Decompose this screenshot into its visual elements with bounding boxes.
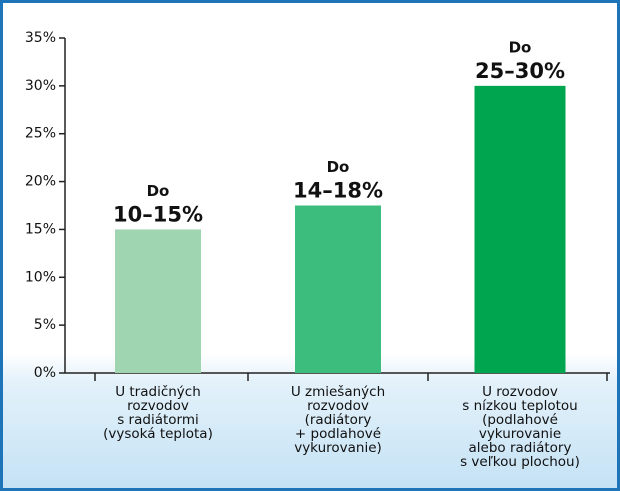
x-tick-label: s radiátormi (117, 412, 199, 428)
x-tick-label: rozvodov (127, 398, 189, 414)
y-tick-label: 15% (25, 221, 56, 237)
annotation-prefix: Do (509, 38, 532, 56)
y-tick-label: 20% (25, 174, 56, 190)
x-tick-label: U tradičných (115, 384, 201, 400)
x-tick-label: vykurovanie (479, 426, 561, 442)
x-tick-label: s veľkou plochou) (460, 454, 580, 470)
x-tick-label: (radiátory (305, 412, 372, 428)
y-tick-label: 10% (25, 269, 56, 285)
x-tick-label: U zmiešaných (291, 384, 385, 400)
bar (115, 229, 201, 373)
annotation-prefix: Do (327, 158, 350, 176)
bar (295, 205, 381, 373)
x-tick-label: + podlahové (295, 426, 381, 442)
x-tick-label: (vysoká teplota) (103, 426, 213, 442)
annotation-range: 10–15% (113, 202, 203, 226)
y-tick-label: 30% (25, 78, 56, 94)
y-tick-label: 35% (25, 30, 56, 46)
y-tick-label: 25% (25, 126, 56, 142)
x-tick-label: rozvodov (307, 398, 369, 414)
bar (474, 85, 566, 373)
annotation-prefix: Do (147, 182, 170, 200)
x-tick-label: alebo radiátory (469, 440, 572, 456)
annotation-range: 25–30% (475, 59, 565, 83)
x-tick-label: vykurovanie) (294, 440, 382, 456)
y-tick-label: 0% (34, 365, 56, 381)
y-tick-label: 5% (34, 317, 56, 333)
x-tick-label: (podlahové (482, 412, 558, 428)
x-tick-label: s nízkou teplotou (462, 398, 577, 414)
annotation-range: 14–18% (293, 179, 383, 203)
x-tick-label: U rozvodov (482, 384, 558, 400)
